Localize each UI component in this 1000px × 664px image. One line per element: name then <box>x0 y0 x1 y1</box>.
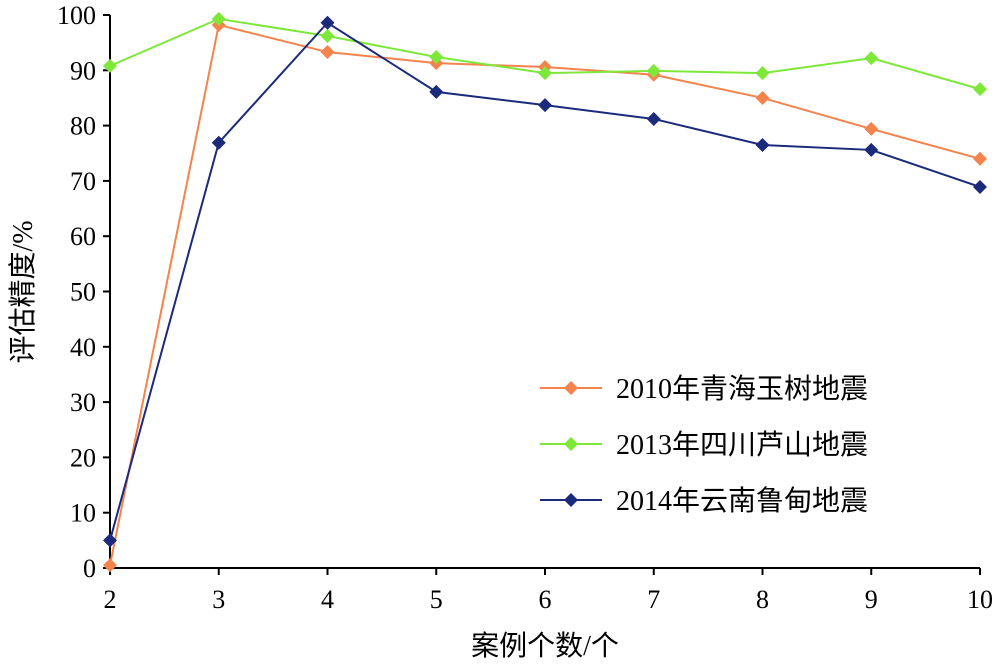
legend-label: 2014年云南鲁甸地震 <box>616 485 868 517</box>
y-tick-label: 60 <box>70 222 96 251</box>
data-point <box>103 58 117 73</box>
x-tick-label: 6 <box>539 585 552 614</box>
data-point <box>538 98 552 113</box>
y-tick-label: 90 <box>70 56 96 85</box>
x-tick-label: 4 <box>321 585 334 614</box>
y-tick-label: 10 <box>70 499 96 528</box>
series-3 <box>103 15 987 548</box>
legend-marker <box>564 381 578 395</box>
data-point <box>103 533 117 548</box>
data-point <box>320 45 335 60</box>
data-point <box>973 179 987 194</box>
y-tick-label: 40 <box>70 333 96 362</box>
y-axis-label: 评估精度/% <box>7 220 39 363</box>
data-point <box>429 50 444 65</box>
x-tick-label: 8 <box>756 585 769 614</box>
x-tick-label: 10 <box>967 585 993 614</box>
data-point <box>973 82 987 97</box>
data-point <box>538 66 552 81</box>
y-tick-label: 100 <box>57 1 96 30</box>
data-point <box>211 135 226 150</box>
y-tick-label: 0 <box>83 554 96 583</box>
data-point <box>755 90 770 105</box>
data-point <box>755 137 770 152</box>
y-tick-label: 50 <box>70 278 96 307</box>
data-point <box>755 66 770 81</box>
data-point <box>646 111 661 126</box>
series-group <box>103 11 987 573</box>
data-point <box>864 51 879 66</box>
x-tick-label: 9 <box>865 585 878 614</box>
data-point <box>646 63 661 78</box>
data-point <box>320 29 335 44</box>
x-tick-label: 7 <box>647 585 660 614</box>
y-tick-label: 80 <box>70 112 96 141</box>
legend-marker <box>564 493 578 507</box>
data-point <box>864 142 879 157</box>
x-tick-label: 3 <box>212 585 225 614</box>
series-2 <box>103 11 987 97</box>
data-point <box>864 121 879 136</box>
data-point <box>973 151 987 166</box>
data-point <box>211 11 226 26</box>
x-axis-label: 案例个数/个 <box>471 630 619 662</box>
x-tick-label: 5 <box>430 585 443 614</box>
legend: 2010年青海玉树地震 2013年四川芦山地震 2014年云南鲁甸地震 <box>540 373 868 517</box>
y-tick-label: 20 <box>70 443 96 472</box>
data-point <box>429 84 444 99</box>
y-tick-label: 70 <box>70 167 96 196</box>
y-tick-label: 30 <box>70 388 96 417</box>
legend-label: 2010年青海玉树地震 <box>616 373 868 405</box>
data-point <box>320 15 335 30</box>
x-tick-label: 2 <box>104 585 117 614</box>
legend-marker <box>564 437 578 451</box>
legend-label: 2013年四川芦山地震 <box>616 429 868 461</box>
axes: 0 10 20 30 40 50 60 70 80 90 100 2 3 4 5 6 7 8 9 10 <box>57 1 993 614</box>
data-point <box>103 558 117 573</box>
